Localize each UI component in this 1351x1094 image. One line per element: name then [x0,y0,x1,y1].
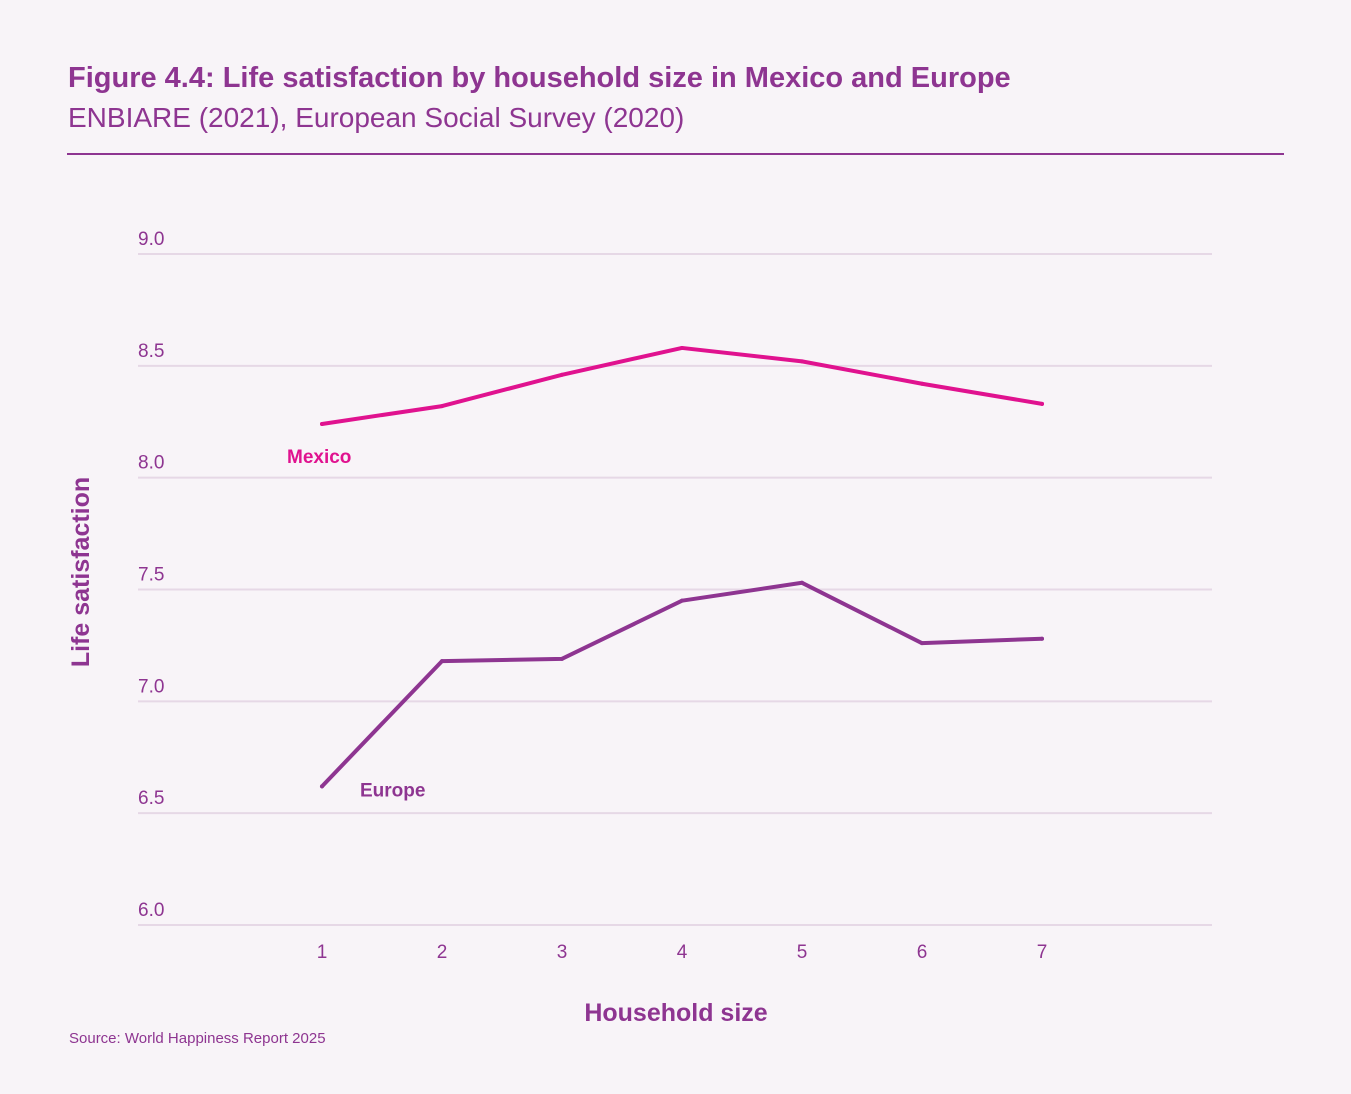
y-tick-label: 9.0 [138,229,164,250]
data-point-europe [920,641,924,646]
y-axis-label: Life satisfaction [67,477,95,667]
series-line-europe [320,580,1044,789]
data-point-mexico [560,372,564,377]
series-label-mexico: Mexico [287,447,351,468]
series-label-europe: Europe [360,780,425,801]
y-tick-label: 7.0 [138,676,164,697]
data-point-europe [320,784,324,789]
x-axis-label: Household size [584,999,767,1027]
x-tick-label: 7 [1037,942,1048,963]
data-point-europe [680,598,684,603]
x-tick-label: 4 [677,942,688,963]
x-axis-ticks: 1 2 3 4 5 6 7 [317,942,1048,963]
gridlines [138,253,1212,926]
y-tick-label: 6.5 [138,788,164,809]
data-point-europe [440,659,444,664]
chart-title: Figure 4.4: Life satisfaction by househo… [68,62,1011,94]
title-divider [67,153,1284,155]
y-axis-ticks: 6.0 6.5 7.0 7.5 8.0 8.5 9.0 [138,229,164,921]
x-tick-label: 2 [437,942,448,963]
data-point-europe [560,656,564,661]
data-point-mexico [440,404,444,409]
series-line-mexico [320,345,1044,426]
series-lines [320,345,1044,789]
data-point-mexico [320,421,324,426]
data-point-mexico [800,359,804,364]
series-labels: Mexico Europe [287,447,425,801]
y-tick-label: 8.0 [138,453,164,474]
data-point-mexico [920,381,924,386]
data-point-mexico [1040,401,1044,406]
y-tick-label: 6.0 [138,900,164,921]
y-tick-label: 8.5 [138,341,164,362]
chart-subtitle: ENBIARE (2021), European Social Survey (… [68,102,685,133]
x-tick-label: 5 [797,942,808,963]
x-tick-label: 6 [917,942,928,963]
data-point-mexico [680,345,684,350]
data-point-europe [1040,636,1044,641]
y-tick-label: 7.5 [138,565,164,586]
source-note: Source: World Happiness Report 2025 [69,1030,326,1047]
x-tick-label: 1 [317,942,328,963]
data-point-europe [800,580,804,585]
x-tick-label: 3 [557,942,568,963]
